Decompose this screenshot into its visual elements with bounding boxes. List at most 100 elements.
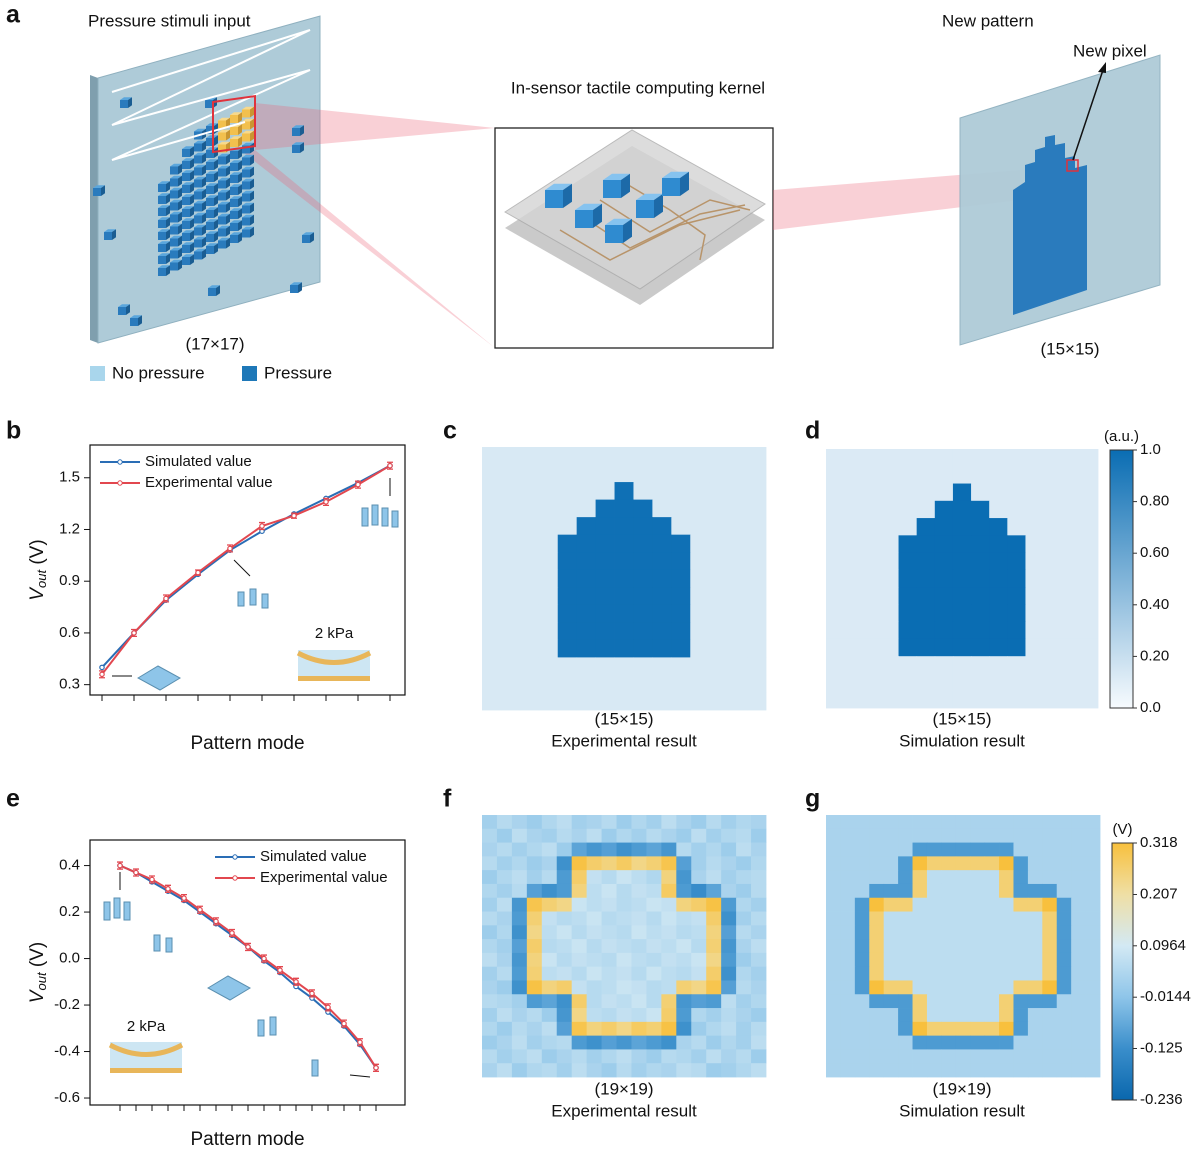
chip-layer xyxy=(504,129,766,290)
cube-top xyxy=(194,152,206,156)
heatmap-cell xyxy=(751,980,767,995)
heatmap-cell xyxy=(646,870,662,885)
heatmap-cell xyxy=(1085,911,1101,926)
heatmap-cell xyxy=(926,1008,942,1023)
heatmap-cell xyxy=(571,925,588,940)
heatmap-cell xyxy=(616,1021,632,1037)
heatmap-cell xyxy=(1042,1021,1058,1037)
heatmap-cell xyxy=(1056,994,1072,1009)
heatmap-cell xyxy=(721,1021,737,1037)
cube-front xyxy=(242,157,250,166)
heatmap-cell xyxy=(571,952,588,968)
heatmap-cell xyxy=(862,535,881,553)
heatmap-cell xyxy=(952,483,972,502)
heatmap-cell xyxy=(652,657,672,676)
heatmap-cell xyxy=(898,939,913,954)
cube-top xyxy=(118,304,130,307)
heatmap-cell xyxy=(826,1063,841,1078)
heatmap-cell xyxy=(557,534,578,553)
heatmap-cell xyxy=(706,952,722,968)
cube-top xyxy=(170,235,182,239)
cube-side xyxy=(202,200,206,212)
cube-front xyxy=(120,100,128,108)
heatmap-cell xyxy=(955,815,971,830)
scan-path xyxy=(111,29,311,161)
heatmap-cell xyxy=(898,604,918,623)
heatmap-cell xyxy=(898,466,918,484)
heatmap-cell xyxy=(1042,911,1058,926)
heatmap-cell xyxy=(926,994,942,1009)
heatmap-cell xyxy=(676,883,692,899)
heatmap-cell xyxy=(747,604,767,623)
heatmap-cell xyxy=(1056,842,1072,857)
heatmap-cell xyxy=(970,870,986,885)
heatmap-cell xyxy=(1071,952,1086,968)
y-tick-label: 1.2 xyxy=(59,520,80,537)
heatmap-cell xyxy=(728,464,748,483)
heatmap-cell xyxy=(500,657,521,676)
heatmap-cell xyxy=(661,1063,677,1078)
heatmap-cell xyxy=(576,534,596,553)
heatmap-cell xyxy=(934,604,954,623)
caption: (15×15) xyxy=(932,709,991,728)
cube-top xyxy=(158,253,170,256)
cube-front xyxy=(182,257,190,265)
heatmap-cell xyxy=(970,828,986,843)
heatmap-cell xyxy=(1043,621,1063,640)
heatmap-cell xyxy=(482,815,498,830)
heatmap-cell xyxy=(999,897,1014,912)
heatmap-cell xyxy=(616,994,632,1009)
heatmap-cell xyxy=(646,883,662,899)
heatmap-cell xyxy=(984,966,1000,981)
heatmap-cell xyxy=(482,604,502,623)
heatmap-cell xyxy=(1042,1035,1058,1050)
cube-front xyxy=(182,173,190,181)
heatmap-cell xyxy=(883,897,899,912)
heatmap-cell xyxy=(1025,621,1044,640)
heatmap-cell xyxy=(747,657,767,676)
heatmap-cell xyxy=(721,1035,737,1050)
cube-front xyxy=(242,181,250,190)
heatmap-cell xyxy=(941,883,957,899)
heatmap-cell xyxy=(616,828,632,843)
heatmap-cell xyxy=(751,966,767,981)
heatmap-cell xyxy=(526,1008,543,1023)
heatmap-cell xyxy=(916,587,936,605)
heatmap-cell xyxy=(869,828,885,843)
heatmap-cell xyxy=(984,1035,1000,1050)
heatmap-cell xyxy=(854,1035,870,1050)
cube-side xyxy=(214,183,218,194)
x-axis-label: Pattern mode xyxy=(190,1129,304,1150)
cube-top xyxy=(302,232,314,235)
cube-front xyxy=(194,191,202,200)
data-point xyxy=(245,944,251,950)
heatmap-cell xyxy=(541,1021,558,1037)
heatmap-cell xyxy=(1043,673,1063,692)
heatmap-cell xyxy=(556,952,573,968)
heatmap-cell xyxy=(751,856,767,871)
heatmap-cell xyxy=(898,1063,913,1078)
y-tick-label: -0.6 xyxy=(54,1089,80,1106)
heatmap-cell xyxy=(633,587,653,606)
heatmap-cell xyxy=(652,587,672,606)
heatmap-cell xyxy=(912,870,928,885)
heatmap-cell xyxy=(999,1008,1014,1023)
heatmap-cell xyxy=(854,939,870,954)
annotation: 2 kPa xyxy=(127,1018,166,1035)
heatmap-cell xyxy=(496,925,513,940)
pressure-cubes xyxy=(93,97,314,326)
cube-side xyxy=(178,259,182,271)
heatmap-cell xyxy=(1079,656,1099,674)
cube-side xyxy=(202,236,206,248)
heatmap-cell xyxy=(984,856,1000,871)
heatmap-cell xyxy=(862,552,881,571)
colorbar-label: (V) xyxy=(1113,821,1133,838)
heatmap-cell xyxy=(970,952,986,968)
heatmap-cell xyxy=(576,674,596,693)
heatmap-cell xyxy=(952,587,972,605)
heatmap-cell xyxy=(709,534,729,553)
heatmap-cell xyxy=(952,690,972,709)
heatmap-cell xyxy=(595,464,615,483)
heatmap-cell xyxy=(728,587,748,606)
heatmap-cell xyxy=(1071,966,1086,981)
